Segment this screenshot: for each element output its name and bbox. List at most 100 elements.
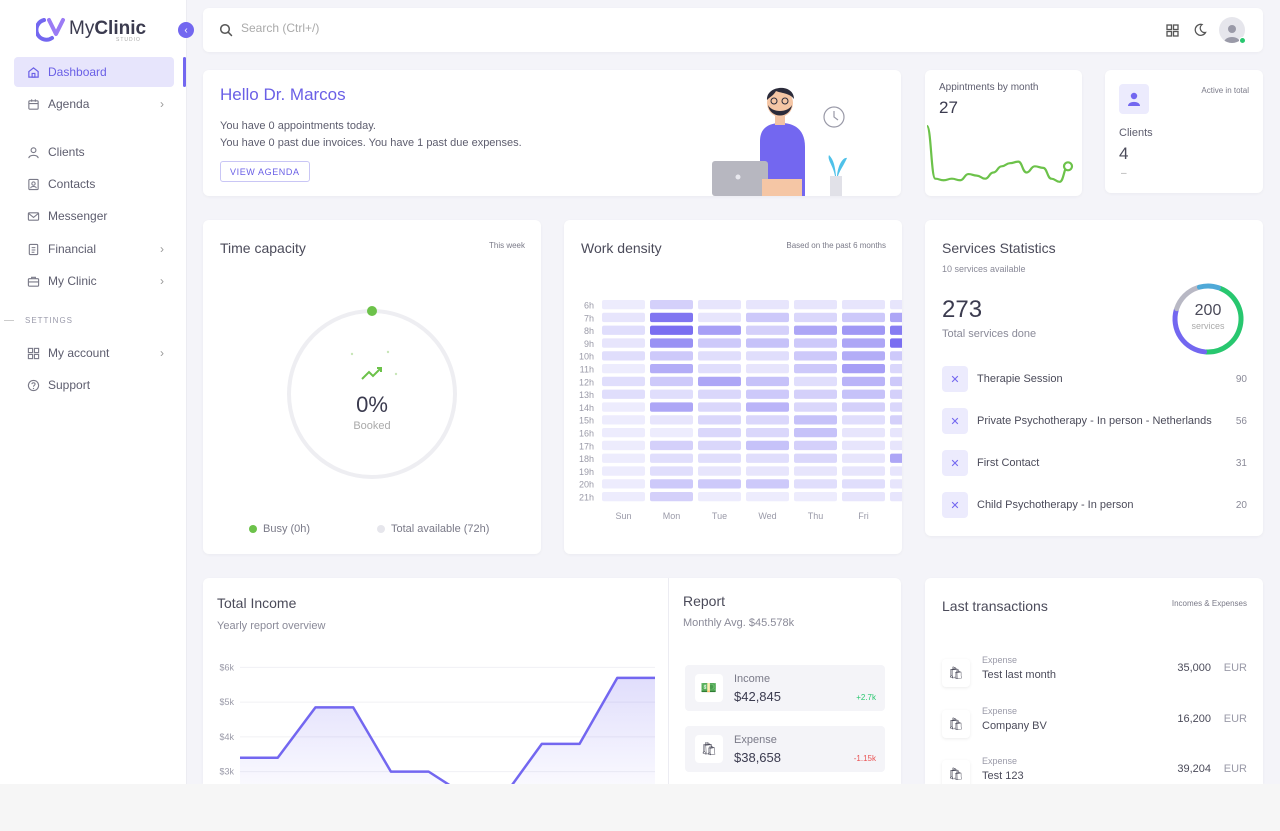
heatmap-y-label: 6h <box>584 301 594 311</box>
heatmap-cell <box>602 325 645 335</box>
heatmap-x-label: Wed <box>758 511 776 521</box>
heatmap-cell <box>602 428 645 438</box>
transaction-row[interactable]: 🛍 Expense Company BV 16,200 EUR <box>942 706 1247 742</box>
sidebar-item-label: My account <box>48 346 110 360</box>
heatmap-cell <box>650 402 693 412</box>
heatmap-cell <box>650 312 693 323</box>
heatmap-cell <box>794 351 837 361</box>
work-density-heatmap: 6h 7h 8h 9h 10h 11h 12h 13h 14h 15h 16h 17h 18h 19h 20… <box>579 300 902 521</box>
sidebar-item-clients[interactable]: Clients <box>14 137 174 167</box>
heatmap-cell <box>746 440 789 451</box>
report-expense-label: Expense <box>734 734 777 746</box>
service-count: 20 <box>1235 499 1247 511</box>
heatmap-cell <box>794 415 837 425</box>
sidebar-item-label: Contacts <box>48 177 96 191</box>
transaction-row[interactable]: 🛍 Expense Test 123 39,204 EUR <box>942 756 1247 792</box>
heatmap-cell <box>746 338 789 348</box>
appointments-card: Appintments by month 27 <box>925 70 1082 196</box>
service-row[interactable]: ✕ First Contact 31 <box>942 450 1247 476</box>
legend-total-dot <box>377 525 385 533</box>
clients-icon-box <box>1119 84 1149 114</box>
heatmap-cell <box>842 428 885 438</box>
apps-grid-icon[interactable] <box>1166 24 1179 37</box>
service-row[interactable]: ✕ Private Psychotherapy - In person - Ne… <box>942 408 1247 434</box>
sidebar-item-my-account[interactable]: My account › <box>14 338 174 368</box>
sidebar-item-financial[interactable]: Financial › <box>14 234 174 264</box>
transaction-currency: EUR <box>1223 662 1247 674</box>
heatmap-cell <box>890 376 902 387</box>
sidebar-item-dashboard[interactable]: Dashboard <box>14 57 174 87</box>
welcome-appointments-text: You have 0 appointments today. <box>220 120 376 132</box>
legend-busy-label: Busy (0h) <box>263 523 311 535</box>
donut-label: services <box>1191 321 1225 331</box>
logo[interactable]: MyClinic <box>36 16 146 42</box>
avatar-person-icon <box>1224 25 1240 43</box>
heatmap-cell <box>602 415 645 425</box>
sidebar-item-label: Financial <box>48 242 97 256</box>
heatmap-y-label: 8h <box>584 326 594 336</box>
heatmap-cell <box>650 389 693 399</box>
legend-total-label: Total available (72h) <box>391 523 490 535</box>
clients-sub: – <box>1121 168 1127 179</box>
sidebar-item-messenger[interactable]: Messenger <box>14 201 174 231</box>
donut-value: 200 <box>1194 302 1222 319</box>
heatmap-cell <box>890 312 902 323</box>
heatmap-cell <box>794 300 837 310</box>
view-agenda-button[interactable]: VIEW AGENDA <box>220 161 310 182</box>
heatmap-cell <box>794 440 837 451</box>
shopping-icon: 🛍 <box>695 735 723 763</box>
report-panel: Report Monthly Avg. $45.578k 💵 Income $4… <box>668 578 901 784</box>
heatmap-cell <box>698 376 741 387</box>
collapse-sidebar-button[interactable]: ‹ <box>178 22 194 38</box>
search-input[interactable] <box>241 21 541 35</box>
sidebar-item-contacts[interactable]: Contacts <box>14 169 174 199</box>
transaction-currency: EUR <box>1223 713 1247 725</box>
heatmap-cell <box>602 453 645 463</box>
sidebar-item-agenda[interactable]: Agenda › <box>14 89 174 119</box>
heatmap-cell <box>602 492 645 502</box>
income-area <box>240 677 655 784</box>
user-icon <box>1128 92 1140 106</box>
time-capacity-card: Time capacity This week 0% Booked Busy (… <box>203 220 541 554</box>
heatmap-x-label: Fri <box>858 511 869 521</box>
capacity-ring <box>287 306 457 479</box>
heatmap-y-label: 15h <box>579 416 594 426</box>
sidebar-item-label: Clients <box>48 145 85 159</box>
heatmap-cell <box>602 402 645 412</box>
heatmap-cell <box>842 466 885 476</box>
report-income-box: 💵 Income $42,845 +2.7k <box>685 665 885 711</box>
heatmap-cell <box>794 479 837 489</box>
transaction-name: Test 123 <box>982 770 1024 782</box>
chevron-left-icon: ‹ <box>184 24 188 36</box>
settings-section-label: SETTINGS <box>25 316 74 325</box>
heatmap-cell <box>794 428 837 438</box>
logo-subtext: STUDIO <box>116 37 141 43</box>
service-row[interactable]: ✕ Child Psychotherapy - In person 20 <box>942 492 1247 518</box>
heatmap-cell <box>698 300 741 310</box>
heatmap-y-label: 9h <box>584 339 594 349</box>
sidebar-item-my-clinic[interactable]: My Clinic › <box>14 266 174 296</box>
heatmap-cell <box>650 364 693 374</box>
heatmap-cell <box>698 389 741 399</box>
report-expense-delta: -1.15k <box>853 754 876 763</box>
services-total: 273 <box>942 296 983 323</box>
chevron-right-icon: › <box>160 97 164 111</box>
transaction-row[interactable]: 🛍 Expense Test last month 35,000 EUR <box>942 655 1247 691</box>
heatmap-cell <box>650 338 693 348</box>
heatmap-cell <box>842 364 885 374</box>
heatmap-cell <box>794 492 837 502</box>
service-count: 90 <box>1235 373 1247 385</box>
dark-mode-icon[interactable] <box>1193 23 1207 37</box>
clients-value: 4 <box>1119 144 1129 163</box>
heatmap-cell <box>890 402 902 412</box>
service-row[interactable]: ✕ Therapie Session 90 <box>942 366 1247 392</box>
service-name: Private Psychotherapy - In person - Neth… <box>977 415 1212 427</box>
report-divider <box>668 578 669 784</box>
sidebar-item-label: Messenger <box>48 209 108 223</box>
sidebar-item-support[interactable]: Support <box>14 370 174 400</box>
heatmap-cell <box>650 376 693 387</box>
services-total-label: Total services done <box>942 328 1037 340</box>
transaction-amount: 39,204 <box>1177 763 1211 775</box>
heatmap-x-label: Mon <box>663 511 681 521</box>
donut-slice <box>1174 285 1201 312</box>
